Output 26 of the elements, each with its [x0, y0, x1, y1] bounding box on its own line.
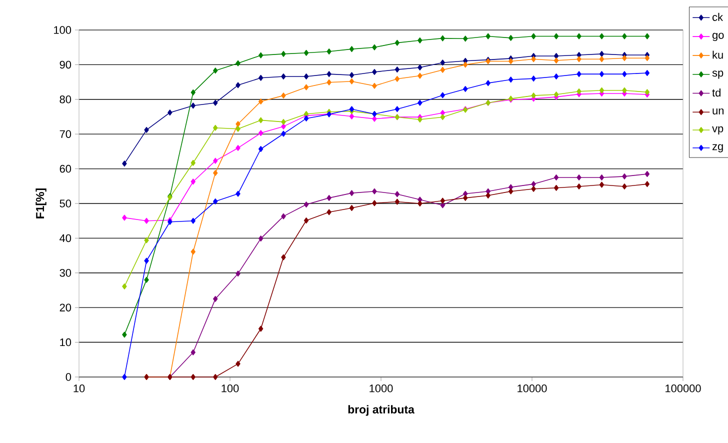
y-tick-label: 100 — [54, 26, 72, 34]
y-tick-label: 40 — [60, 234, 72, 242]
legend-label: zg — [712, 144, 723, 152]
y-tick-label: 10 — [60, 338, 72, 346]
x-tick-label: 10 — [74, 384, 85, 392]
x-tick-label: 100000 — [666, 384, 701, 392]
legend-label: un — [712, 108, 724, 114]
y-tick-label: 0 — [66, 373, 72, 381]
legend-label: vp — [712, 126, 724, 134]
legend-label: ck — [712, 12, 724, 21]
x-axis-title: broj atributa — [348, 405, 414, 416]
legend-label: sp — [712, 70, 724, 79]
y-tick-label: 70 — [60, 130, 72, 138]
legend-label: go — [712, 32, 724, 42]
x-tick-label: 1000 — [370, 384, 393, 392]
y-tick-label: 50 — [60, 200, 72, 208]
x-tick-label: 100 — [222, 384, 239, 392]
y-tick-label: 90 — [60, 60, 72, 69]
y-tick-label: 30 — [60, 269, 72, 277]
legend-label: ku — [712, 50, 723, 59]
y-axis-title: F1[%] — [36, 188, 46, 218]
y-tick-label: 80 — [60, 96, 72, 104]
x-tick-label: 10000 — [518, 384, 547, 392]
legend-label: td — [712, 88, 720, 97]
y-tick-label: 20 — [60, 304, 72, 312]
y-tick-label: 60 — [60, 164, 72, 173]
